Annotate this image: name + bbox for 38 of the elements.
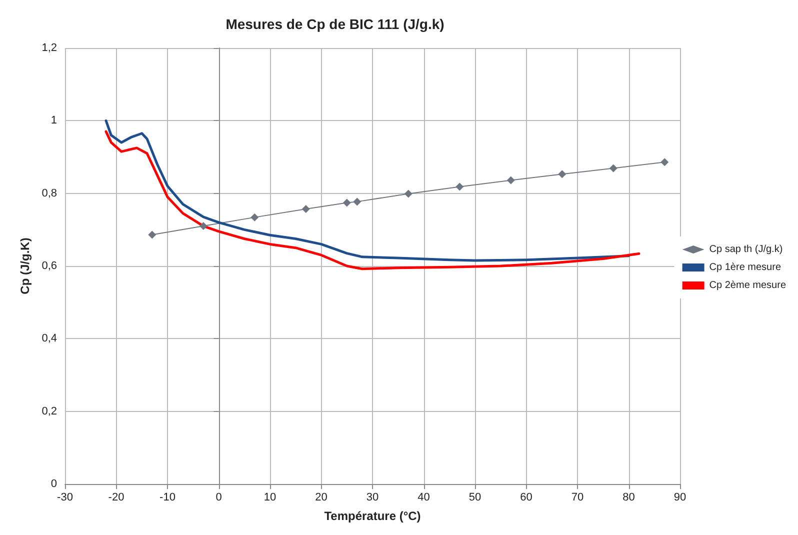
- point: [148, 230, 156, 239]
- point: [199, 222, 208, 230]
- point: [506, 176, 515, 184]
- x-tick-label: 0: [216, 492, 222, 504]
- x-tick-label: 30: [366, 492, 379, 504]
- point: [250, 213, 259, 222]
- point: [660, 158, 669, 166]
- point: [404, 190, 412, 198]
- x-tick-label: 40: [418, 492, 430, 504]
- y-tick-label: 0: [50, 478, 57, 490]
- point: [558, 170, 566, 178]
- point: [353, 198, 362, 206]
- x-axis-title: Température (°C): [324, 509, 421, 523]
- x-tick-label: 50: [468, 492, 482, 504]
- x-tick-label: -10: [160, 492, 176, 504]
- legend-label: Cp 2ème mesure: [709, 280, 786, 291]
- y-tick-label: 0,6: [42, 260, 57, 272]
- point: [456, 182, 464, 191]
- point: [609, 164, 618, 172]
- x-tick-label: 10: [264, 492, 276, 504]
- y-tick-label: 0,8: [42, 187, 57, 200]
- legend-label: Cp 1ère mesure: [709, 262, 782, 273]
- x-tick-label: -20: [108, 492, 124, 504]
- x-tick-label: 80: [622, 492, 635, 504]
- chart-title: Mesures de Cp de BIC 111 (J/g.k): [226, 16, 444, 32]
- y-tick-label: 1: [50, 114, 57, 127]
- y-tick-label: 1,2: [42, 42, 57, 54]
- x-tick-label: 70: [571, 492, 584, 504]
- y-tick-label: 0,4: [42, 332, 57, 345]
- legend-label: Cp sap th (J/g.k): [709, 244, 783, 255]
- y-tick-label: 0,2: [42, 405, 57, 418]
- y-axis-title: Cp (J/g.K): [18, 238, 32, 294]
- x-tick-label: -30: [57, 492, 73, 504]
- point: [342, 198, 351, 207]
- x-tick-label: 60: [520, 492, 532, 504]
- point: [302, 204, 310, 213]
- x-tick-label: 20: [315, 492, 328, 504]
- x-tick-label: 90: [674, 492, 686, 504]
